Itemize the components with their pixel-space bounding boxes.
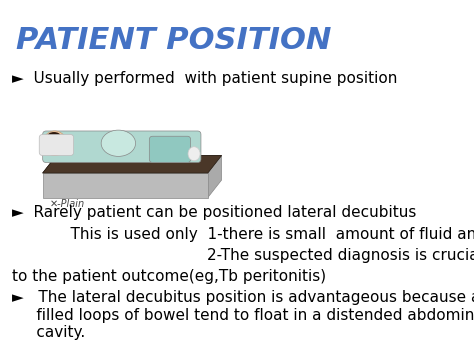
Ellipse shape (47, 132, 61, 140)
Text: ✕-Plain: ✕-Plain (50, 199, 85, 209)
Text: This is used only  1-there is small  amount of fluid and: This is used only 1-there is small amoun… (12, 227, 474, 242)
Polygon shape (208, 155, 221, 197)
Text: PATIENT POSITION: PATIENT POSITION (16, 26, 331, 55)
Text: ►  Rarely patient can be positioned lateral decubitus: ► Rarely patient can be positioned later… (12, 204, 416, 219)
FancyBboxPatch shape (149, 136, 191, 163)
Polygon shape (43, 155, 221, 173)
Text: ►   The lateral decubitus position is advantageous because air-
     filled loop: ► The lateral decubitus position is adva… (12, 290, 474, 340)
Ellipse shape (101, 130, 136, 157)
Circle shape (43, 131, 67, 155)
Text: ►  Usually performed  with patient supine position: ► Usually performed with patient supine … (12, 71, 397, 86)
FancyBboxPatch shape (39, 135, 73, 155)
Text: to the patient outcome(eg,Tb peritonitis): to the patient outcome(eg,Tb peritonitis… (12, 269, 326, 284)
Ellipse shape (188, 147, 200, 161)
Polygon shape (43, 155, 221, 173)
Polygon shape (43, 173, 208, 197)
Text: 2-The suspected diagnosis is crucial: 2-The suspected diagnosis is crucial (12, 248, 474, 263)
FancyBboxPatch shape (43, 131, 201, 163)
